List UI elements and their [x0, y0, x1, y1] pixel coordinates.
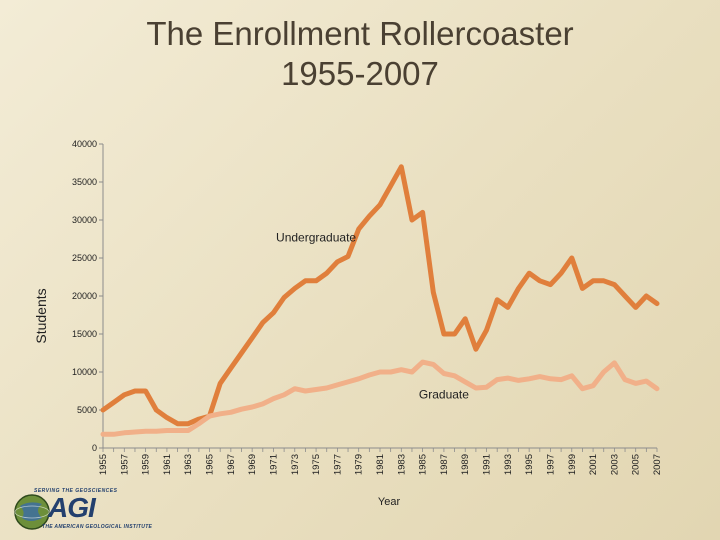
y-axis-label: Students: [33, 288, 49, 343]
x-tick-label: 1957: [119, 454, 130, 475]
x-tick-label: 1959: [141, 454, 152, 475]
x-tick-label: 1967: [226, 454, 237, 475]
x-tick-label: 1973: [290, 454, 301, 475]
y-tick-label: 35000: [72, 177, 97, 187]
logo-name: AGI: [48, 492, 96, 523]
x-tick-label: 1965: [205, 454, 216, 475]
series-label-undergraduate: Undergraduate: [276, 230, 356, 244]
x-tick-label: 1983: [396, 454, 407, 475]
x-tick-label: 1989: [460, 454, 471, 475]
x-tick-label: 1971: [268, 454, 279, 475]
x-tick-label: 2007: [652, 454, 663, 475]
y-tick-label: 20000: [72, 291, 97, 301]
x-tick-label: 1961: [162, 454, 173, 475]
agi-logo: SERVING THE GEOSCIENCES AGI THE AMERICAN…: [12, 488, 202, 538]
x-tick-label: 1969: [247, 454, 258, 475]
y-tick-label: 40000: [72, 139, 97, 149]
y-tick-label: 10000: [72, 367, 97, 377]
x-axis-label: Year: [378, 496, 401, 508]
x-tick-label: 1977: [332, 454, 343, 475]
title-line-2: 1955-2007: [281, 55, 439, 92]
series-line-undergraduate: [100, 164, 660, 427]
x-tick-label: 1999: [567, 454, 578, 475]
logo-tagline: SERVING THE GEOSCIENCES: [34, 488, 118, 494]
chart-title: The Enrollment Rollercoaster 1955-2007: [0, 14, 720, 94]
series-line-graduate: [100, 359, 660, 437]
y-tick-label: 0: [92, 443, 97, 453]
y-tick-label: 15000: [72, 329, 97, 339]
x-tick-label: 2001: [588, 454, 599, 475]
x-tick-label: 1987: [439, 454, 450, 475]
y-tick-label: 5000: [77, 405, 97, 415]
x-tick-label: 2003: [609, 454, 620, 475]
title-line-1: The Enrollment Rollercoaster: [146, 15, 574, 52]
x-tick-label: 1985: [418, 454, 429, 475]
x-tick-label: 1993: [503, 454, 514, 475]
x-tick-label: 2005: [631, 454, 642, 475]
x-tick-label: 1979: [354, 454, 365, 475]
y-tick-label: 30000: [72, 215, 97, 225]
x-tick-label: 1991: [482, 454, 493, 475]
y-tick-label: 25000: [72, 253, 97, 263]
x-tick-label: 1981: [375, 454, 386, 475]
series-label-graduate: Graduate: [419, 388, 469, 402]
globe-icon: [14, 494, 50, 530]
x-tick-label: 1963: [183, 454, 194, 475]
x-tick-label: 1955: [98, 454, 109, 475]
x-tick-label: 1995: [524, 454, 535, 475]
x-tick-label: 1997: [545, 454, 556, 475]
logo-subtitle: THE AMERICAN GEOLOGICAL INSTITUTE: [42, 524, 153, 530]
x-tick-label: 1975: [311, 454, 322, 475]
